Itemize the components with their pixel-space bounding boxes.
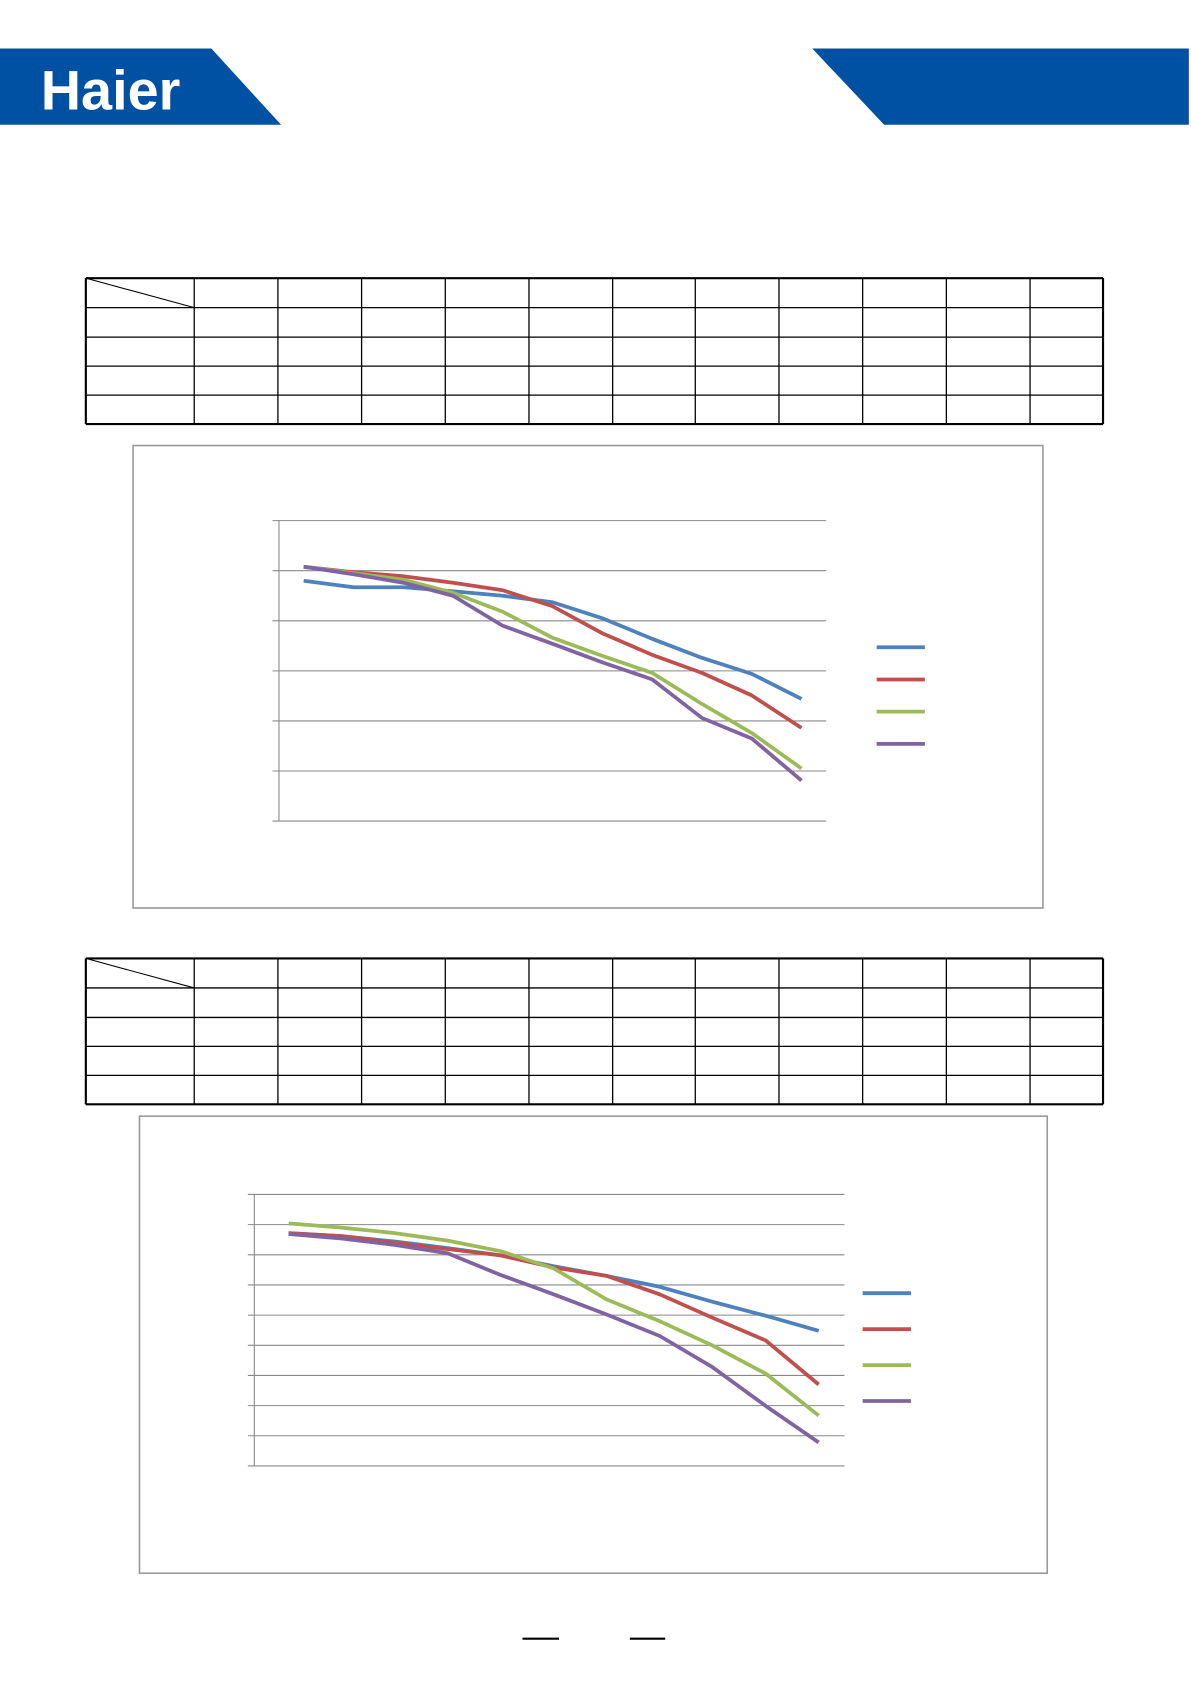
series-line — [303, 564, 803, 730]
series-line — [303, 564, 803, 771]
series-line — [303, 578, 803, 701]
series-line — [288, 1221, 820, 1418]
chart-frame — [132, 444, 1044, 909]
series-line — [288, 1231, 820, 1333]
series-line — [303, 564, 803, 782]
header-banner — [812, 48, 1189, 125]
series-line — [288, 1232, 820, 1444]
logo: Haier — [41, 59, 181, 122]
logo-banner — [0, 48, 282, 125]
chart-frame — [138, 1115, 1049, 1575]
table-diagonal — [85, 957, 195, 989]
table-diagonal — [85, 277, 195, 309]
